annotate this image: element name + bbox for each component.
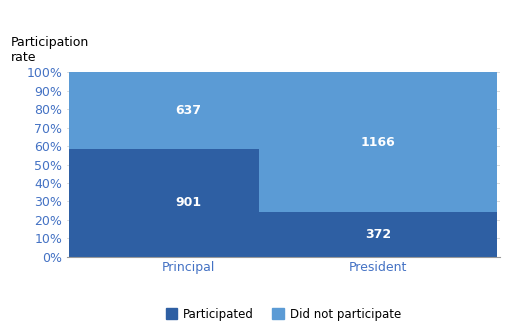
Text: Participation
rate: Participation rate [11, 36, 89, 64]
Text: 637: 637 [175, 104, 201, 117]
Text: 372: 372 [365, 228, 391, 241]
Bar [69, 72, 307, 149]
Bar [260, 212, 497, 257]
Text: 901: 901 [175, 196, 201, 209]
Text: 1166: 1166 [361, 136, 396, 149]
Legend: Participated, Did not participate: Participated, Did not participate [161, 303, 406, 325]
Bar [260, 72, 497, 212]
Bar [69, 149, 307, 257]
